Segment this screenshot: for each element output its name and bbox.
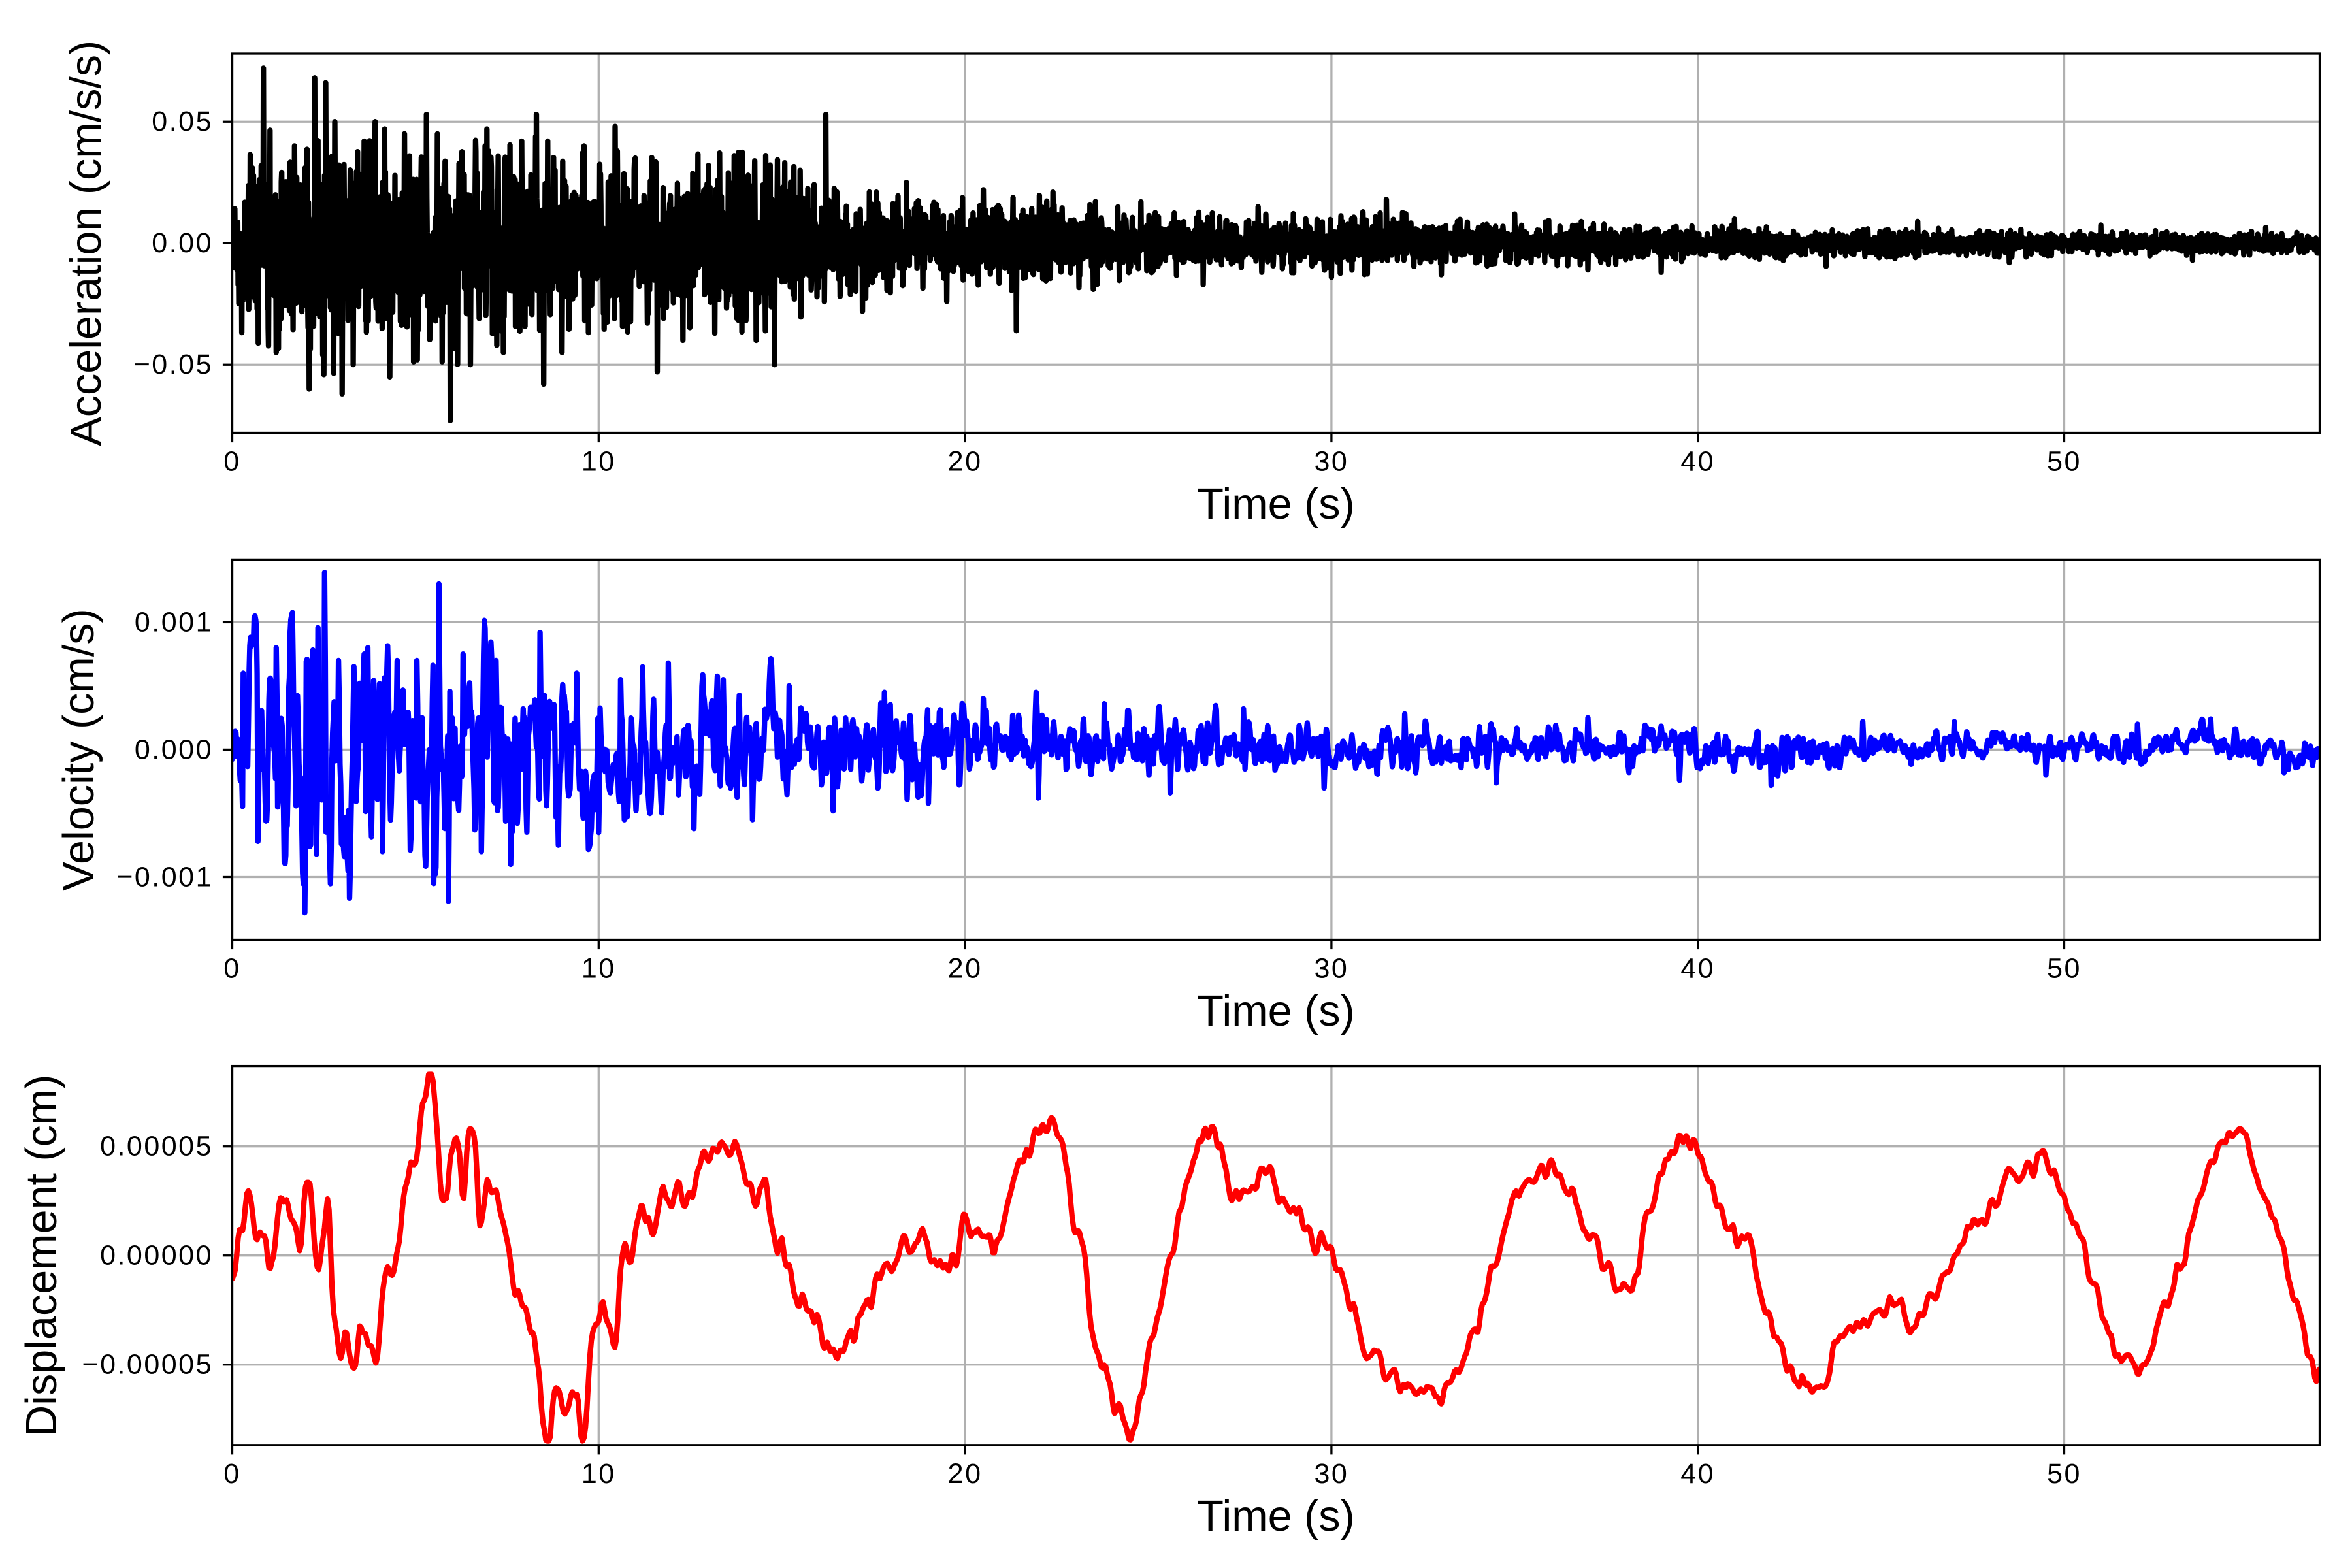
- svg-text:0: 0: [223, 1458, 240, 1490]
- svg-text:0.00000: 0.00000: [100, 1240, 213, 1271]
- svg-text:40: 40: [1680, 953, 1715, 985]
- svg-text:50: 50: [2047, 1458, 2082, 1490]
- svg-text:0: 0: [223, 953, 240, 985]
- svg-text:50: 50: [2047, 446, 2082, 478]
- svg-text:0: 0: [223, 446, 240, 478]
- svg-text:50: 50: [2047, 953, 2082, 985]
- svg-text:0.00005: 0.00005: [100, 1131, 213, 1162]
- svg-text:20: 20: [948, 953, 983, 985]
- svg-text:Displacement (cm): Displacement (cm): [18, 1075, 66, 1437]
- svg-text:0.05: 0.05: [152, 106, 213, 137]
- svg-text:20: 20: [948, 446, 983, 478]
- svg-text:Time (s): Time (s): [1197, 987, 1354, 1036]
- svg-text:Velocity (cm/s): Velocity (cm/s): [55, 608, 103, 890]
- svg-text:Time (s): Time (s): [1197, 480, 1354, 529]
- svg-text:20: 20: [948, 1458, 983, 1490]
- svg-text:30: 30: [1314, 1458, 1348, 1490]
- svg-text:10: 10: [581, 446, 616, 478]
- svg-text:30: 30: [1314, 953, 1348, 985]
- svg-text:10: 10: [581, 953, 616, 985]
- svg-text:−0.001: −0.001: [116, 862, 213, 893]
- svg-text:0.000: 0.000: [135, 734, 213, 766]
- svg-text:−0.05: −0.05: [134, 349, 213, 380]
- svg-text:10: 10: [581, 1458, 616, 1490]
- svg-text:Acceleration (cm/s/s): Acceleration (cm/s/s): [62, 41, 110, 446]
- svg-text:40: 40: [1680, 1458, 1715, 1490]
- svg-text:Time (s): Time (s): [1197, 1492, 1354, 1541]
- svg-text:0.001: 0.001: [135, 606, 213, 638]
- svg-text:0.00: 0.00: [152, 227, 213, 259]
- svg-text:40: 40: [1680, 446, 1715, 478]
- svg-text:30: 30: [1314, 446, 1348, 478]
- svg-text:−0.00005: −0.00005: [82, 1349, 213, 1380]
